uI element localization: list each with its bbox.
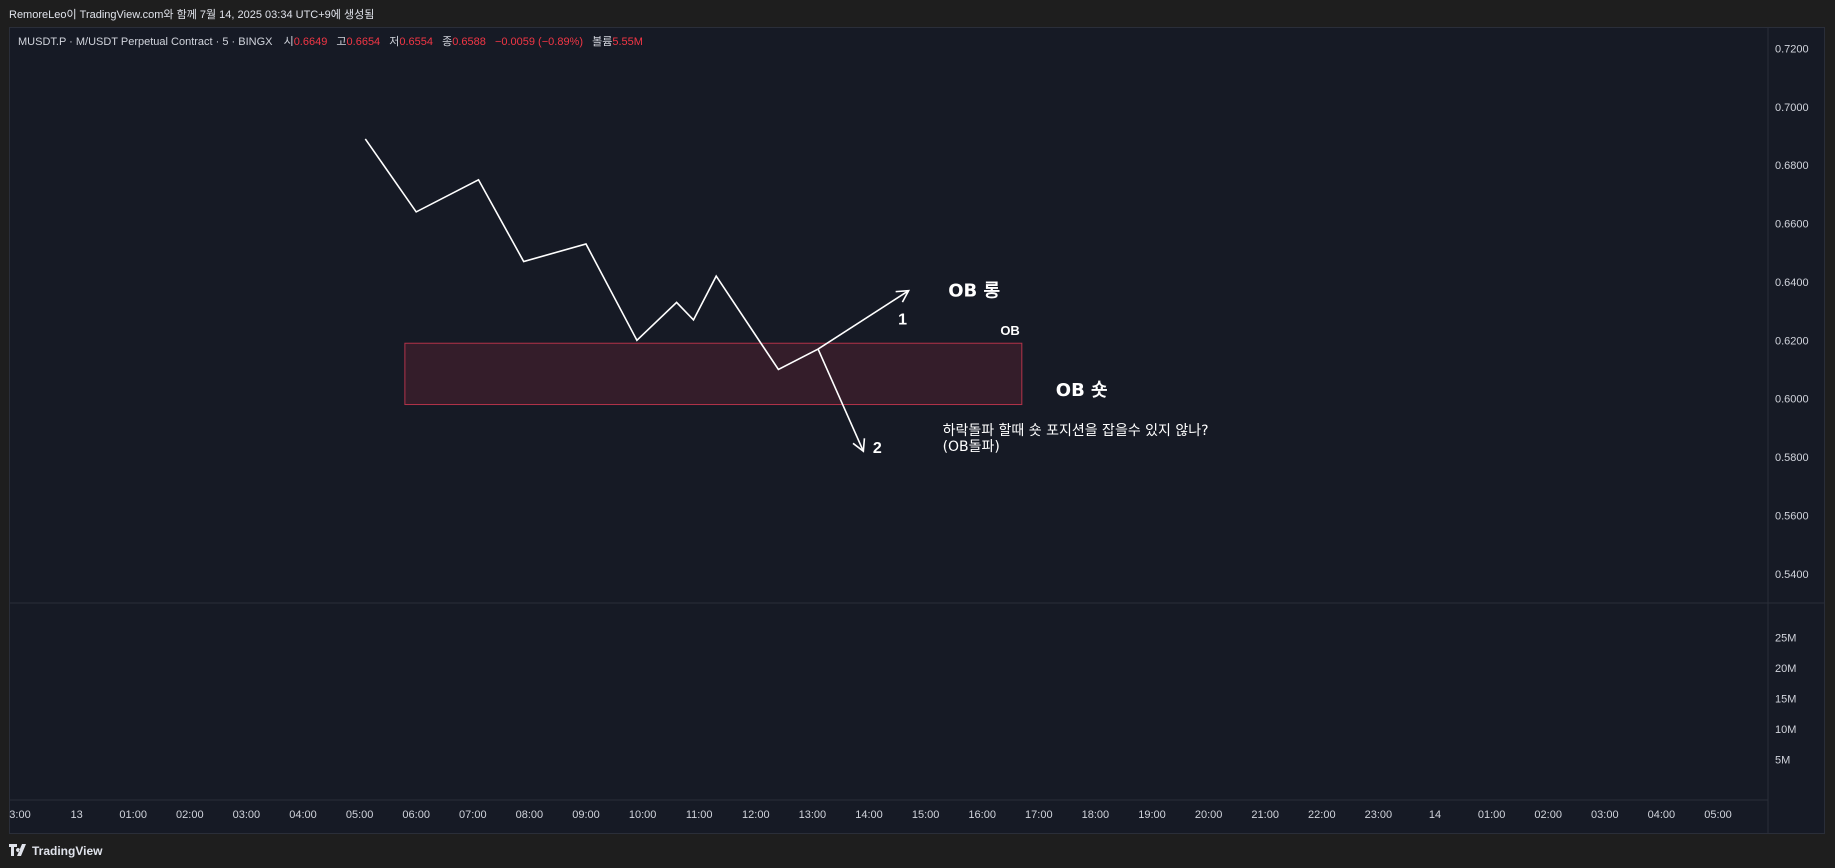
- legend-close-value: 0.6588: [452, 36, 486, 48]
- time-tick-label: 19:00: [1138, 809, 1166, 821]
- time-tick-label: 3:00: [9, 809, 30, 821]
- legend-open-value: 0.6649: [293, 36, 328, 48]
- ob-zone: [404, 342, 1023, 406]
- price-tick-label: 0.5600: [1775, 510, 1809, 522]
- price-tick-label: 0.6200: [1775, 335, 1809, 347]
- time-tick-label: 16:00: [968, 809, 996, 821]
- chart-frame: [9, 27, 1825, 834]
- annotation-text: (OB돌파): [943, 439, 1000, 455]
- time-tick-label: 13:00: [799, 809, 827, 821]
- price-tick-label: 0.6400: [1775, 277, 1809, 289]
- legend-low-label: 저: [389, 36, 400, 48]
- arrow-1-label: 1: [898, 312, 907, 329]
- legend-change-value: −0.0059 (−0.89%): [494, 36, 584, 48]
- time-tick-label: 17:00: [1025, 809, 1053, 821]
- time-tick-label: 04:00: [1648, 809, 1676, 821]
- arrow-2-line: [817, 348, 865, 452]
- volume-tick-label: 15M: [1775, 693, 1796, 705]
- annotation-text: OB 롱: [948, 281, 1000, 302]
- price-tick-label: 0.5800: [1775, 452, 1809, 464]
- time-tick-label: 12:00: [742, 809, 770, 821]
- time-tick-label: 13: [70, 809, 82, 821]
- legend-volume-label: 볼륨: [592, 36, 613, 48]
- volume-tick-label: 10M: [1775, 724, 1796, 736]
- volume-tick-label: 25M: [1775, 632, 1796, 644]
- time-tick-label: 15:00: [912, 809, 940, 821]
- tradingview-logo-icon: [9, 843, 29, 860]
- legend-symbol[interactable]: MUSDT.P · M/USDT Perpetual Contract · 5 …: [18, 36, 273, 48]
- time-tick-label: 05:00: [346, 809, 374, 821]
- price-path-line: [364, 138, 819, 371]
- time-tick-label: 10:00: [629, 809, 657, 821]
- time-tick-label: 14:00: [855, 809, 883, 821]
- time-tick-label: 08:00: [516, 809, 544, 821]
- legend-close-label: 종: [442, 36, 453, 48]
- price-tick-label: 0.6000: [1775, 394, 1809, 406]
- legend-high-label: 고: [336, 36, 347, 48]
- legend-high-value: 0.6654: [346, 36, 381, 48]
- ob-zone-label: OB: [1000, 323, 1020, 338]
- arrow-2-head: [852, 438, 866, 453]
- time-tick-label: 02:00: [176, 809, 204, 821]
- time-tick-label: 01:00: [1478, 809, 1506, 821]
- price-tick-label: 0.7000: [1775, 102, 1809, 114]
- price-tick-label: 0.6800: [1775, 160, 1809, 172]
- time-tick-label: 02:00: [1534, 809, 1562, 821]
- arrow-1-line: [817, 290, 910, 350]
- legend-low-value: 0.6554: [399, 36, 434, 48]
- time-tick-label: 01:00: [119, 809, 147, 821]
- volume-tick-label: 5M: [1775, 754, 1790, 766]
- time-tick-label: 22:00: [1308, 809, 1336, 821]
- chart-caption: RemoreLeo이 TradingView.com와 함께 7월 14, 20…: [9, 9, 375, 21]
- time-tick-label: 06:00: [402, 809, 430, 821]
- annotation-text: 하락돌파 할때 숏 포지션을 잡을수 있지 않나?: [943, 423, 1209, 439]
- time-tick-label: 21:00: [1251, 809, 1279, 821]
- price-tick-label: 0.5400: [1775, 569, 1809, 581]
- legend-open-label: 시: [283, 36, 294, 48]
- time-tick-label: 05:00: [1704, 809, 1732, 821]
- time-tick-label: 11:00: [686, 809, 713, 821]
- time-tick-label: 14: [1429, 809, 1441, 821]
- symbol-legend: MUSDT.P · M/USDT Perpetual Contract · 5 …: [18, 35, 649, 49]
- volume-tick-label: 20M: [1775, 663, 1796, 675]
- time-tick-label: 03:00: [1591, 809, 1619, 821]
- time-tick-label: 23:00: [1365, 809, 1393, 821]
- price-tick-label: 0.6600: [1775, 219, 1809, 231]
- annotation-text: OB 숏: [1056, 380, 1108, 401]
- time-tick-label: 18:00: [1082, 809, 1110, 821]
- time-tick-label: 20:00: [1195, 809, 1223, 821]
- legend-volume-value: 5.55M: [612, 36, 643, 48]
- brand-name: TradingView: [32, 844, 103, 858]
- tradingview-brand[interactable]: TradingView: [9, 843, 102, 859]
- arrow-1-head: [895, 289, 911, 303]
- time-tick-label: 07:00: [459, 809, 487, 821]
- arrow-2-label: 2: [873, 440, 882, 457]
- time-tick-label: 04:00: [289, 809, 317, 821]
- price-tick-label: 0.7200: [1775, 43, 1809, 55]
- time-tick-label: 09:00: [572, 809, 600, 821]
- time-tick-label: 03:00: [233, 809, 261, 821]
